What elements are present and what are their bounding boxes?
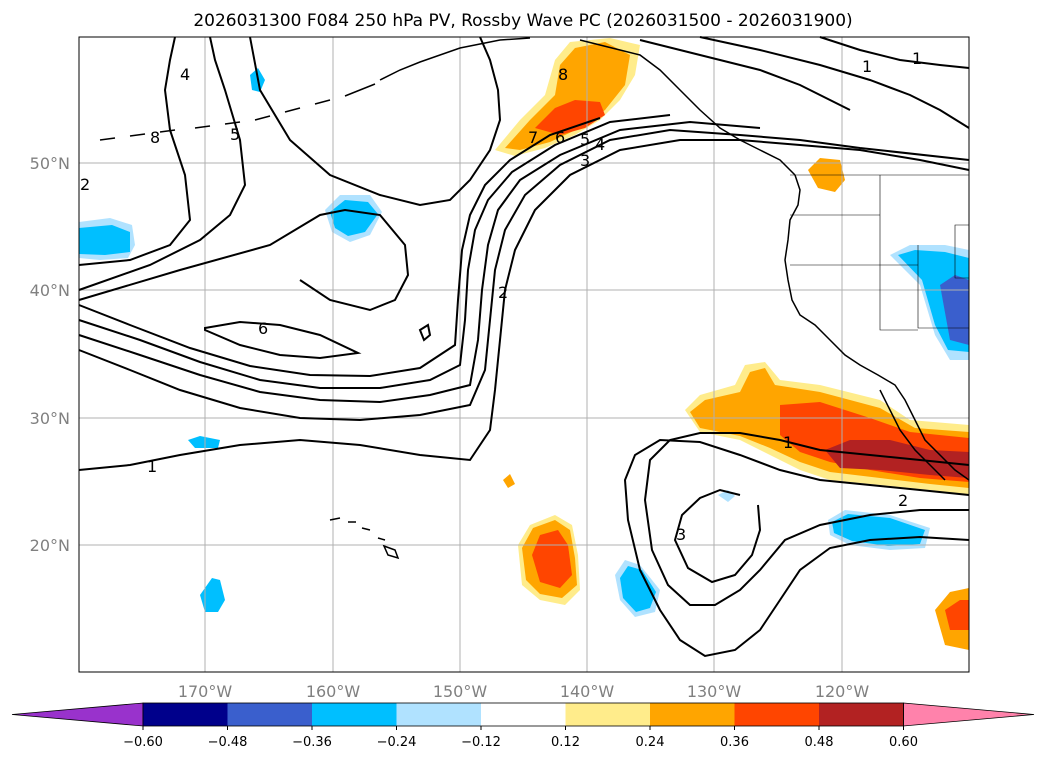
contour-label: 6 — [555, 128, 565, 147]
colorbar-tick-label: 0.48 — [805, 735, 834, 750]
lon-label-140w: 140°W — [560, 682, 615, 701]
contour-outer-1 — [78, 139, 970, 471]
lat-label-40n: 40°N — [30, 281, 70, 300]
lon-label-130w: 130°W — [687, 682, 742, 701]
colorbar-segment — [396, 703, 482, 726]
negative-anomaly-south-core — [620, 566, 656, 612]
contour-label: 8 — [150, 128, 160, 147]
colorbar-extend-max — [903, 702, 1035, 727]
negative-anomaly-west-edge-core — [79, 225, 130, 255]
contour-south-inner — [643, 432, 970, 606]
state-borders — [790, 175, 970, 331]
colorbar-segment — [227, 703, 313, 726]
pv-anomaly-fills — [79, 38, 969, 650]
lat-label-30n: 30°N — [30, 409, 70, 428]
coastlines — [99, 37, 970, 560]
colorbar-segment — [819, 703, 904, 726]
negative-anomaly-aleutian-core — [330, 200, 378, 236]
contour-label: 4 — [595, 135, 605, 154]
contour-6-loop — [204, 320, 362, 360]
contour-label: 1 — [862, 57, 872, 76]
contour-label: 1 — [783, 433, 793, 452]
latitude-labels: 50°N 40°N 30°N 20°N — [30, 154, 70, 555]
positive-anomaly-small — [503, 474, 515, 488]
colorbar-tick-label: −0.12 — [461, 735, 501, 750]
gridlines — [79, 37, 969, 672]
contour-label: 2 — [498, 283, 508, 302]
contour-ne-3 — [819, 36, 970, 69]
colorbar-segment — [481, 703, 566, 726]
contour-label: 1 — [147, 457, 157, 476]
negative-anomaly-southwest — [200, 578, 225, 612]
colorbar-segment — [565, 703, 651, 726]
contour-label: 8 — [558, 65, 568, 84]
colorbar-segment — [143, 703, 228, 726]
contour-label: 2 — [898, 491, 908, 510]
contour-south-outer — [623, 438, 970, 658]
contour-ne-1 — [639, 39, 851, 111]
hawaii-islands — [329, 517, 400, 560]
colorbar-tick-label: 0.12 — [551, 735, 580, 750]
colorbar: −0.60 −0.48 −0.36 −0.24 −0.12 0.12 0.24 0.36 0.4… — [11, 702, 1035, 750]
colorbar-tick-label: −0.48 — [208, 735, 248, 750]
lon-label-150w: 150°W — [433, 682, 488, 701]
contour-label: 4 — [180, 65, 190, 84]
contour-label: 1 — [912, 49, 922, 68]
colorbar-tick-label: 0.60 — [889, 735, 918, 750]
longitude-labels: 170°W 160°W 150°W 140°W 130°W 120°W — [178, 682, 870, 701]
contour-north-aleut — [249, 36, 502, 207]
lat-label-20n: 20°N — [30, 536, 70, 555]
contour-north-loop — [78, 36, 247, 291]
contour-5 — [78, 117, 601, 378]
colorbar-tick-label: −0.36 — [292, 735, 332, 750]
contour-label: 3 — [580, 151, 590, 170]
colorbar-segment — [650, 703, 735, 726]
colorbar-segment — [734, 703, 820, 726]
contour-lump — [418, 323, 432, 342]
contour-label: 7 — [528, 128, 538, 147]
colorbar-tick-label: 0.36 — [720, 735, 749, 750]
lon-label-160w: 160°W — [306, 682, 361, 701]
alaska-coast — [379, 37, 796, 176]
baja-california — [879, 389, 946, 481]
colorbar-tick-label: 0.24 — [636, 735, 665, 750]
colorbar-tick-label: −0.60 — [123, 735, 163, 750]
pv-contours — [78, 36, 970, 658]
contour-mid-loop — [78, 208, 410, 312]
lon-label-120w: 120°W — [815, 682, 870, 701]
contour-label: 2 — [80, 175, 90, 194]
negative-anomaly-great-basin-max — [940, 275, 969, 345]
contour-4 — [78, 114, 671, 389]
west-coast — [784, 174, 970, 481]
colorbar-segment — [312, 703, 397, 726]
colorbar-extend-min — [11, 702, 144, 727]
contour-ne-2 — [699, 36, 970, 129]
aleutian-islands — [99, 83, 376, 141]
negative-anomaly-small-west — [188, 436, 220, 448]
lon-label-170w: 170°W — [178, 682, 233, 701]
contour-south-hook — [673, 488, 762, 584]
contour-north-west — [78, 36, 192, 266]
positive-anomaly-gulf-alaska-core — [505, 42, 630, 150]
contour-label: 3 — [676, 525, 686, 544]
contour-label: 6 — [258, 319, 268, 338]
map-frame — [78, 36, 970, 673]
positive-anomaly-southeast-max — [945, 600, 969, 630]
contour-labels: 4 8 2 5 1 1 8 7 6 5 4 3 2 6 1 1 2 3 — [80, 49, 922, 544]
contour-2 — [78, 128, 970, 422]
political-borders — [790, 174, 970, 331]
contour-3 — [78, 120, 761, 404]
contour-label: 5 — [580, 130, 590, 149]
contour-label: 5 — [230, 125, 240, 144]
map-title: 2026031300 F084 250 hPa PV, Rossby Wave … — [193, 11, 852, 31]
colorbar-outline — [142, 702, 904, 727]
map-area: 4 8 2 5 1 1 8 7 6 5 4 3 2 6 1 1 2 3 — [78, 36, 970, 673]
lat-label-50n: 50°N — [30, 154, 70, 173]
colorbar-tick-label: −0.24 — [377, 735, 417, 750]
